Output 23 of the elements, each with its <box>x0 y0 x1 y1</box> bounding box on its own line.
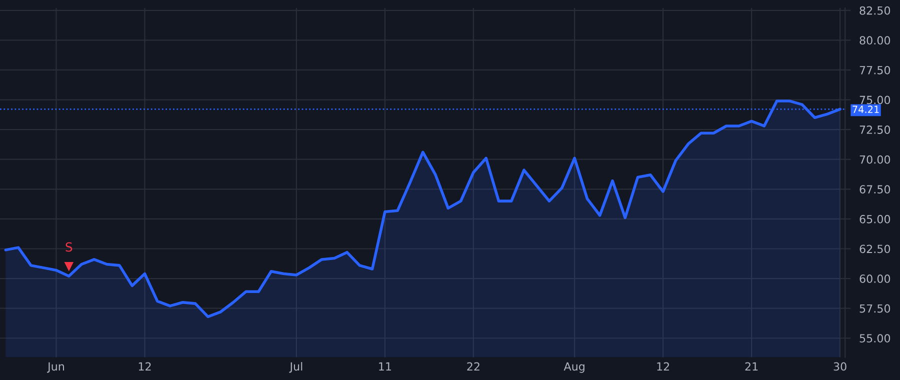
x-tick-label: 11 <box>379 362 391 371</box>
x-tick-label: Jul <box>289 362 302 373</box>
x-tick-label: 12 <box>657 362 670 371</box>
y-tick-label: 80.00 <box>860 36 890 45</box>
y-tick-label: 67.50 <box>860 185 890 194</box>
y-tick-label: 65.00 <box>860 214 890 224</box>
x-tick-label: 22 <box>467 362 480 371</box>
y-tick-label: 72.50 <box>860 126 890 134</box>
x-tick-label: 21 <box>745 362 758 371</box>
y-tick-label: 57.50 <box>860 304 890 313</box>
y-tick-label: 82.50 <box>860 6 890 15</box>
y-tick-label: 70.00 <box>860 155 890 164</box>
x-tick-label: 12 <box>138 362 151 371</box>
y-tick-label: 75.00 <box>860 96 890 104</box>
y-tick-label: 77.50 <box>860 66 890 74</box>
y-tick-label: 60.00 <box>860 274 890 283</box>
series-label: S <box>66 242 72 252</box>
y-tick-label: 62.50 <box>860 244 890 254</box>
x-tick-label: Jun <box>47 362 64 373</box>
y-tick-label: 55.00 <box>860 334 890 343</box>
ref-line-label: 74.21 <box>852 106 879 113</box>
x-tick-label: Aug <box>564 362 584 373</box>
x-tick-label: 30 <box>834 362 846 371</box>
